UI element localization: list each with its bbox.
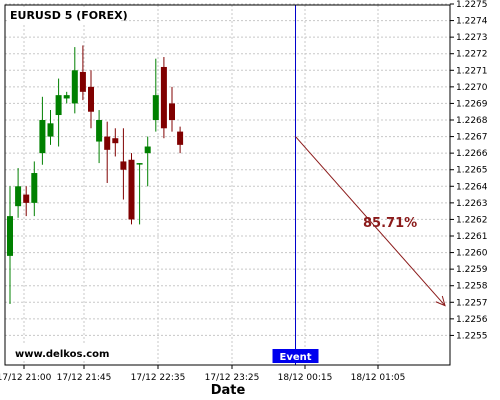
y-tick-label: 1.2255 (456, 331, 488, 341)
x-tick-label: 18/12 00:15 (278, 373, 333, 383)
y-axis: 1.2255 1.2256 1.2257 1.2258 1.2259 1.2260 1.22… (450, 0, 488, 341)
y-tick-label: 1.2260 (456, 249, 488, 259)
y-tick-label: 1.2257 (456, 298, 488, 308)
forecast-arrow-shaft (295, 136, 446, 306)
candle-body (96, 120, 103, 142)
candle (47, 110, 54, 145)
x-axis-label: Date (211, 383, 246, 398)
candle (31, 161, 38, 217)
y-tick-label: 1.2263 (456, 199, 488, 209)
forecast-arrow (295, 136, 446, 307)
candle (128, 153, 135, 225)
candle (63, 91, 70, 104)
candle (120, 128, 127, 200)
candle-body (112, 138, 119, 144)
candle (88, 70, 94, 129)
candle-body (169, 103, 175, 120)
x-tick-label: 18/12 01:05 (351, 373, 406, 383)
candle-body (128, 159, 135, 220)
candle (144, 136, 151, 187)
y-tick-label: 1.2274 (456, 17, 488, 27)
candle-body (47, 123, 54, 137)
candle (160, 57, 167, 139)
candles (7, 45, 184, 304)
y-tick-label: 1.2268 (456, 116, 488, 126)
y-tick-label: 1.2271 (456, 66, 488, 76)
candle-body (120, 161, 127, 170)
candle (15, 168, 22, 218)
candle (55, 78, 62, 147)
y-tick-label: 1.2275 (456, 0, 488, 10)
candle-body (39, 120, 46, 154)
candle-body (88, 86, 94, 112)
candle (152, 58, 159, 132)
title-background (7, 7, 119, 23)
chart-title: EURUSD 5 (FOREX) (10, 9, 128, 22)
y-tick-label: 1.2259 (456, 265, 488, 275)
y-tick-label: 1.2264 (456, 182, 488, 192)
y-tick-label: 1.2258 (456, 282, 488, 292)
candle-body (31, 173, 38, 203)
candle (104, 121, 111, 183)
watermark: www.delkos.com (15, 349, 109, 360)
plot-frame (4, 4, 451, 366)
watermark-background (12, 345, 114, 361)
candle-body (7, 216, 13, 256)
y-tick-label: 1.2270 (456, 83, 488, 93)
candle (71, 47, 78, 114)
candle-body (79, 71, 86, 92)
grid (5, 3, 450, 365)
forecast-arrow-head (435, 295, 446, 307)
candle (96, 110, 103, 164)
candle-body (55, 95, 62, 116)
candle-body (144, 146, 151, 154)
candle-body (177, 131, 184, 145)
x-tick-label: 17/12 21:00 (0, 373, 52, 383)
event-label: Event (279, 352, 311, 363)
y-tick-label: 1.2267 (456, 133, 488, 143)
y-tick-label: 1.2265 (456, 166, 488, 176)
candle-body (152, 95, 159, 120)
x-axis: 17/12 21:00 17/12 21:45 17/12 22:35 17/12 2… (0, 365, 405, 383)
x-tick-label: 17/12 22:35 (131, 373, 186, 383)
y-tick-label: 1.2273 (456, 33, 488, 43)
candle-body (23, 194, 30, 203)
candle-body (71, 70, 78, 104)
candle-body (63, 95, 70, 99)
plot-background (5, 5, 450, 365)
candle (23, 186, 30, 217)
x-tick-label: 17/12 23:25 (205, 373, 260, 383)
y-tick-label: 1.2262 (456, 215, 488, 225)
candle (177, 126, 184, 154)
event-label-box (272, 349, 319, 363)
x-tick-label: 17/12 21:45 (57, 373, 112, 383)
candle (39, 96, 46, 165)
y-tick-label: 1.2261 (456, 232, 488, 242)
candle-body (136, 163, 143, 165)
candle-body (104, 136, 111, 150)
candle (7, 186, 13, 304)
y-tick-label: 1.2272 (456, 50, 488, 60)
candle-body (15, 186, 22, 207)
y-tick-label: 1.2256 (456, 315, 488, 325)
candle (112, 128, 119, 157)
forecast-percentage: 85.71% (363, 216, 417, 231)
candle (169, 86, 175, 132)
candle-body (160, 66, 167, 129)
y-tick-label: 1.2266 (456, 149, 488, 159)
candle (79, 45, 86, 101)
candle (136, 163, 143, 225)
y-tick-label: 1.2269 (456, 99, 488, 109)
